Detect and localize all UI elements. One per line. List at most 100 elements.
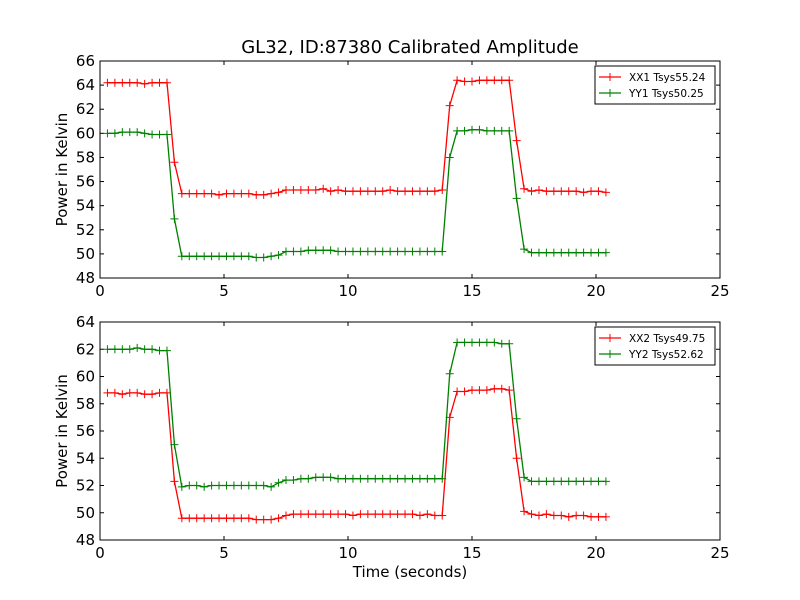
y-tick-label: 62 — [76, 340, 95, 358]
data-point — [430, 511, 439, 520]
data-point — [118, 345, 127, 354]
data-point — [185, 252, 194, 261]
data-point — [162, 130, 171, 139]
data-point — [482, 126, 491, 135]
data-point — [468, 125, 476, 134]
data-point — [549, 187, 558, 196]
data-point — [177, 252, 186, 261]
data-point — [587, 187, 596, 196]
data-point — [207, 481, 216, 490]
data-point — [192, 481, 201, 490]
x-tick-label: 5 — [219, 544, 229, 562]
data-point — [415, 474, 424, 483]
y-tick-label: 52 — [76, 221, 95, 239]
data-point — [125, 128, 134, 137]
data-point — [207, 189, 216, 198]
data-point — [110, 78, 119, 87]
data-point — [244, 481, 253, 490]
data-point — [215, 481, 224, 490]
data-point — [133, 128, 142, 137]
data-point — [386, 510, 395, 519]
series-xx1 — [103, 76, 610, 199]
data-point — [348, 474, 357, 483]
data-point — [601, 512, 610, 521]
data-point — [222, 481, 231, 490]
data-point — [296, 474, 305, 483]
data-point — [505, 386, 514, 395]
x-tick-label: 15 — [462, 282, 481, 300]
data-point — [140, 345, 149, 354]
data-point — [267, 252, 276, 261]
y-tick-label: 52 — [76, 477, 95, 495]
data-point — [505, 339, 514, 348]
data-point — [587, 477, 596, 486]
data-point — [423, 187, 432, 196]
data-point — [579, 188, 588, 197]
data-point — [386, 185, 395, 194]
legend-box — [594, 65, 716, 105]
data-point — [155, 78, 164, 87]
data-point — [311, 473, 320, 482]
legend-marker — [606, 89, 614, 97]
data-point — [326, 187, 335, 196]
data-point — [170, 158, 179, 167]
data-point — [430, 187, 439, 196]
data-point — [207, 514, 216, 523]
data-point — [475, 125, 484, 134]
legend-label: XX1 Tsys55.24 — [629, 72, 706, 84]
data-point — [244, 252, 253, 261]
data-point — [319, 510, 328, 519]
data-point — [125, 388, 134, 397]
data-point — [542, 477, 551, 486]
data-point — [244, 189, 253, 198]
data-point — [296, 247, 305, 256]
data-point — [296, 510, 305, 519]
data-point — [363, 510, 372, 519]
data-point — [408, 187, 417, 196]
y-tick-label: 54 — [76, 197, 95, 215]
data-point — [282, 511, 290, 520]
data-point — [371, 510, 380, 519]
data-point — [311, 246, 320, 255]
data-point — [393, 187, 402, 196]
data-point — [564, 187, 573, 196]
data-point — [177, 482, 186, 491]
data-point — [356, 474, 365, 483]
data-point — [527, 510, 536, 519]
data-point — [423, 247, 432, 256]
data-point — [334, 474, 343, 483]
data-point — [401, 187, 410, 196]
data-point — [386, 474, 395, 483]
data-point — [564, 477, 573, 486]
legend: XX2 Tsys49.75 YY2 Tsys52.62 — [594, 326, 716, 366]
data-point — [133, 78, 142, 87]
data-point — [438, 474, 447, 483]
data-point — [527, 248, 536, 257]
data-point — [356, 187, 365, 196]
y-tick-label: 50 — [76, 245, 95, 263]
data-point — [282, 247, 290, 256]
data-point — [103, 129, 112, 138]
data-point — [505, 126, 514, 135]
data-point — [453, 338, 462, 347]
data-point — [326, 510, 335, 519]
data-point — [378, 247, 387, 256]
y-axis-label: Power in Kelvin — [53, 113, 71, 227]
data-point — [118, 128, 127, 137]
data-point — [534, 477, 543, 486]
x-tick-label: 20 — [586, 544, 605, 562]
data-point — [348, 187, 357, 196]
data-point — [244, 514, 253, 523]
data-point — [326, 473, 335, 482]
x-tick-label: 25 — [710, 282, 729, 300]
data-point — [118, 390, 127, 399]
data-point — [534, 248, 543, 257]
data-point — [557, 187, 566, 196]
data-point — [490, 338, 499, 347]
data-point — [170, 440, 179, 449]
data-point — [259, 190, 268, 199]
y-tick-label: 56 — [76, 173, 95, 191]
legend-label: YY2 Tsys52.62 — [628, 349, 704, 361]
data-point — [341, 510, 350, 519]
data-point — [222, 189, 231, 198]
